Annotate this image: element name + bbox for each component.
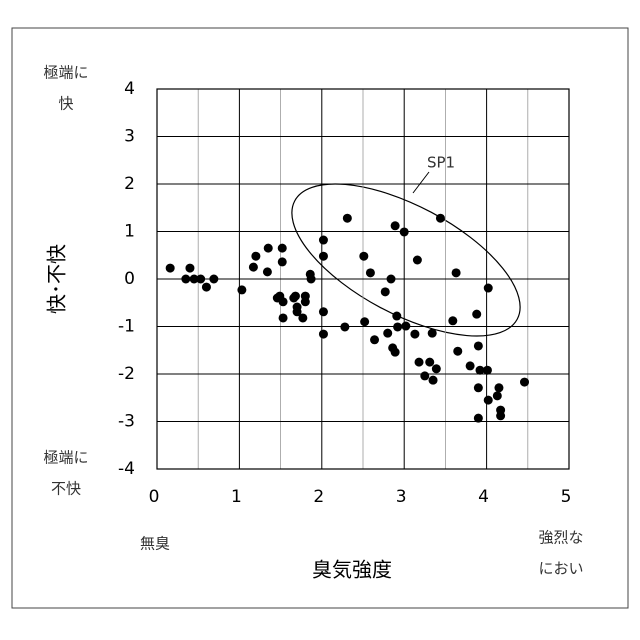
annotation: 極端に <box>43 449 88 467</box>
y-tick-label: 0 <box>124 269 135 289</box>
point <box>484 396 493 405</box>
point <box>428 329 437 338</box>
point <box>474 383 483 392</box>
point <box>278 257 287 266</box>
point <box>392 312 401 321</box>
point <box>383 329 392 338</box>
x-tick-label: 5 <box>561 487 572 507</box>
point <box>307 275 316 284</box>
sp1-ellipse <box>269 153 542 367</box>
point <box>391 221 400 230</box>
point <box>452 268 461 277</box>
point <box>472 310 481 319</box>
annotation: におい <box>538 560 583 578</box>
y-tick-label: 3 <box>124 127 135 147</box>
point <box>181 275 190 284</box>
point <box>279 297 288 306</box>
point <box>202 283 211 292</box>
point <box>319 330 328 339</box>
point <box>298 313 307 322</box>
point <box>291 292 300 301</box>
point <box>185 264 194 273</box>
sp1-leader <box>413 172 429 193</box>
point <box>278 244 287 253</box>
point <box>251 252 260 261</box>
point <box>484 284 493 293</box>
point <box>496 411 505 420</box>
x-tick-label: 3 <box>396 487 407 507</box>
point <box>319 252 328 261</box>
point <box>474 341 483 350</box>
x-tick-label: 2 <box>313 487 324 507</box>
point <box>400 227 409 236</box>
point <box>483 366 492 375</box>
point <box>166 264 175 273</box>
point <box>249 263 258 272</box>
point <box>393 322 402 331</box>
annotation: 不快 <box>51 480 81 498</box>
y-tick-label: 4 <box>124 79 135 99</box>
point <box>343 214 352 223</box>
point <box>279 313 288 322</box>
point <box>360 317 369 326</box>
y-tick-label: 2 <box>124 174 135 194</box>
grid <box>157 89 569 469</box>
point <box>340 322 349 331</box>
point <box>366 268 375 277</box>
y-tick-label: -1 <box>118 317 135 337</box>
point <box>474 414 483 423</box>
point <box>466 361 475 370</box>
point <box>415 358 424 367</box>
frame <box>12 28 628 608</box>
annotation: 快 <box>58 95 73 113</box>
x-tick-label: 1 <box>231 487 242 507</box>
point <box>391 348 400 357</box>
point <box>387 275 396 284</box>
point <box>263 267 272 276</box>
point <box>370 335 379 344</box>
annotation: 極端に <box>43 64 88 82</box>
point <box>319 236 328 245</box>
point <box>209 275 218 284</box>
point <box>410 330 419 339</box>
point <box>493 391 502 400</box>
point <box>381 287 390 296</box>
point <box>436 214 445 223</box>
y-tick-label: 1 <box>124 222 135 242</box>
point <box>453 347 462 356</box>
point <box>196 275 205 284</box>
y-tick-label: -2 <box>118 364 135 384</box>
x-axis-label: 臭気強度 <box>312 558 392 582</box>
point <box>401 322 410 331</box>
point <box>425 358 434 367</box>
y-tick-label: -3 <box>118 412 135 432</box>
point <box>413 256 422 265</box>
point <box>432 364 441 373</box>
x-tick-label: 4 <box>478 487 489 507</box>
chart: 臭気強度 快･不快 012345-4-3-2-101234極端に快極端に不快無臭… <box>0 0 640 640</box>
annotation: SP1 <box>427 154 455 172</box>
point <box>420 371 429 380</box>
point <box>520 378 529 387</box>
point <box>319 307 328 316</box>
y-axis-label: 快･不快 <box>45 244 69 314</box>
annotation: 強烈な <box>538 529 583 547</box>
point <box>429 376 438 385</box>
point <box>264 244 273 253</box>
point <box>237 285 246 294</box>
point <box>301 297 310 306</box>
point <box>494 383 503 392</box>
point <box>448 316 457 325</box>
y-tick-label: -4 <box>118 459 135 479</box>
x-tick-label: 0 <box>149 487 160 507</box>
annotation: 無臭 <box>140 535 170 553</box>
point <box>359 252 368 261</box>
